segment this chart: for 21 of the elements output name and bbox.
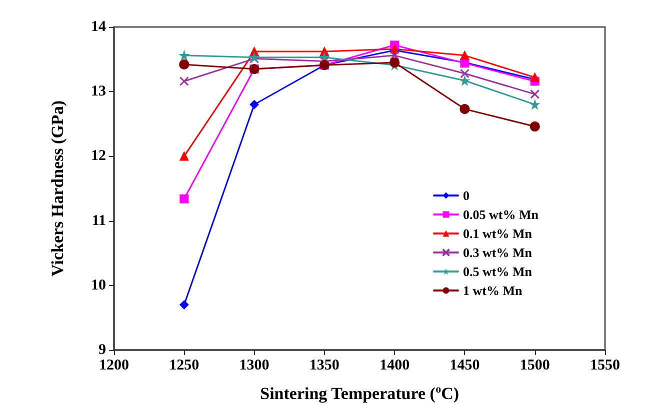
- y-tick-label: 12: [91, 148, 106, 164]
- y-tick-label: 13: [91, 84, 106, 100]
- y-axis-title: Vickers Hardness (GPa): [48, 100, 67, 276]
- x-tick-label: 1500: [520, 358, 550, 374]
- x-tick-label: 1550: [590, 358, 620, 374]
- legend-label: 0.5 wt% Mn: [463, 264, 533, 279]
- y-tick-label: 14: [91, 19, 106, 35]
- legend-label: 0.1 wt% Mn: [463, 226, 533, 241]
- y-tick-label: 10: [91, 277, 106, 294]
- x-tick-label: 1300: [239, 358, 270, 374]
- y-tick-label: 9: [98, 342, 106, 358]
- legend-label: 0: [463, 188, 470, 203]
- x-tick-label: 1250: [169, 358, 200, 374]
- x-tick-label: 1400: [380, 358, 410, 374]
- legend-label: 0.3 wt% Mn: [463, 245, 533, 260]
- x-tick-label: 1350: [309, 358, 340, 374]
- legend-label: 1 wt% Mn: [463, 283, 523, 298]
- y-tick-label: 11: [92, 212, 106, 229]
- x-tick-label: 1450: [450, 358, 480, 374]
- x-tick-label: 1200: [99, 358, 129, 374]
- legend-label: 0.05 wt% Mn: [463, 207, 540, 222]
